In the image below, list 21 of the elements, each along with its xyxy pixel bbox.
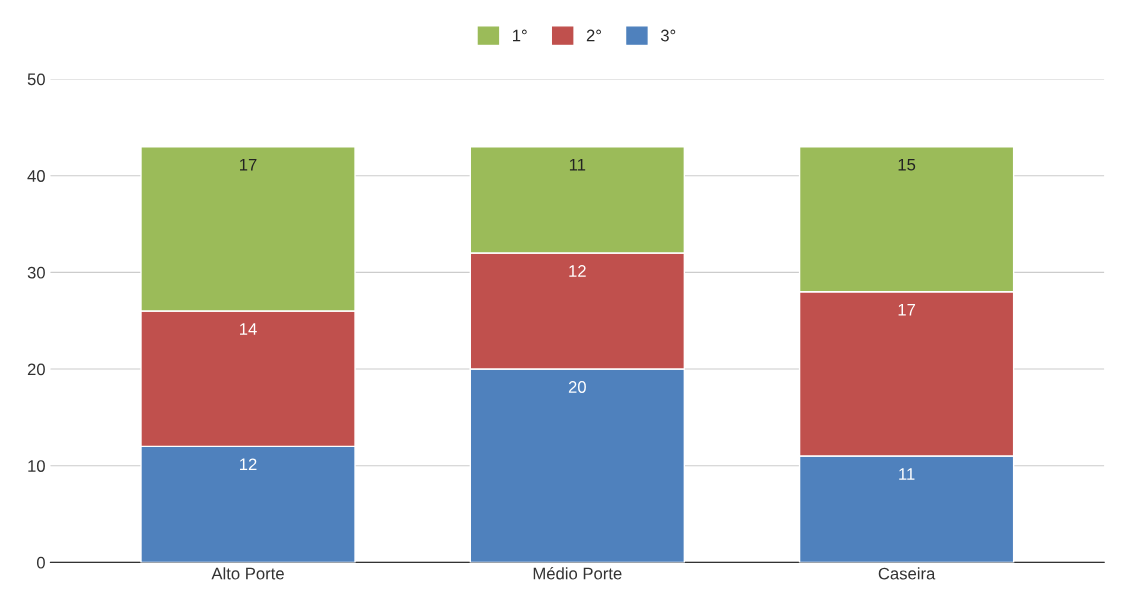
data-label: 17	[898, 303, 916, 316]
data-label: 12	[240, 458, 257, 471]
legend-label: 2°	[586, 29, 601, 42]
y-tick-label: 50	[27, 73, 45, 86]
x-tick-label: Médio Porte	[533, 567, 622, 580]
y-tick-label: 10	[28, 460, 45, 472]
x-tick-label: Caseira	[878, 567, 936, 580]
data-label: 11	[569, 158, 586, 171]
data-label: 20	[568, 381, 586, 393]
x-tick-label: Alto Porte	[211, 567, 284, 580]
legend-label: 1°	[513, 29, 527, 42]
y-tick-label: 30	[27, 266, 45, 279]
data-label: 17	[240, 158, 257, 171]
data-label: 11	[899, 468, 915, 480]
y-tick-label: 40	[27, 170, 45, 182]
data-label: 14	[240, 323, 257, 335]
y-tick-label: 0	[36, 556, 45, 569]
y-tick-label: 20	[27, 363, 45, 376]
data-label: 15	[898, 158, 916, 171]
data-label: 12	[569, 265, 586, 277]
legend-label: 3°	[660, 29, 676, 42]
